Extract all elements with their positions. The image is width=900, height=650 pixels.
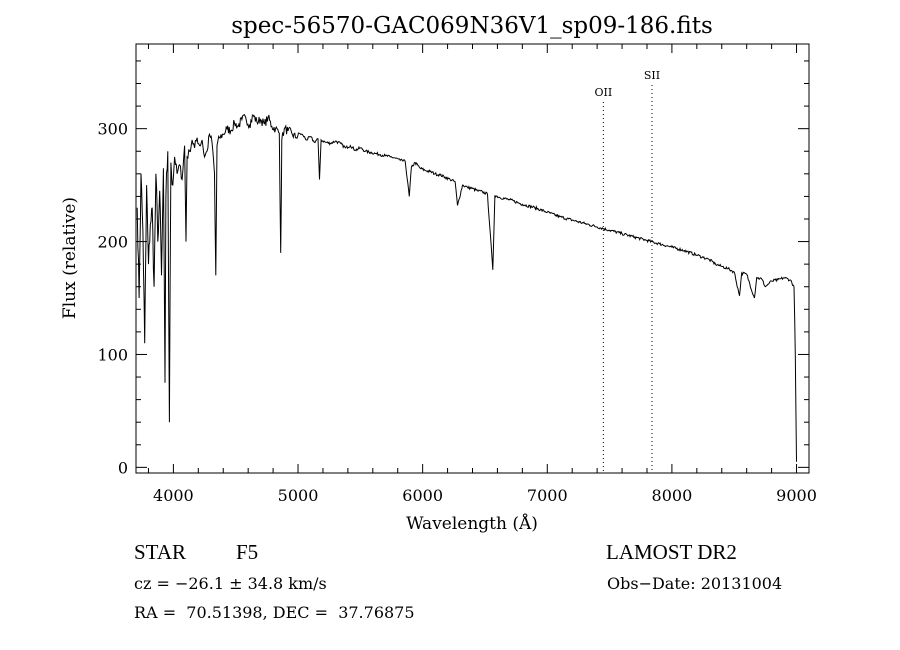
y-tick-label: 300: [97, 120, 128, 139]
object-class: STAR: [134, 540, 186, 564]
y-tick-label: 100: [97, 345, 128, 364]
x-tick-label: 7000: [527, 486, 568, 505]
y-tick-label: 200: [97, 233, 128, 252]
x-tick-label: 5000: [278, 486, 319, 505]
spectral-subclass: F5: [236, 540, 259, 564]
y-axis: 0 100 200 300: [97, 60, 809, 477]
x-axis: 4000 5000 6000 7000 8000 9000: [147, 44, 817, 505]
marker-label: SII: [644, 69, 660, 82]
y-tick-label: 0: [118, 458, 128, 477]
chart-title: spec-56570-GAC069N36V1_sp09-186.fits: [231, 13, 713, 39]
x-tick-label: 6000: [402, 486, 443, 505]
x-axis-label: Wavelength (Å): [406, 513, 538, 534]
coordinates-line: RA = 70.51398, DEC = 37.76875: [134, 603, 415, 622]
marker-label: OII: [595, 86, 613, 99]
spectrum-line: [136, 113, 797, 462]
x-tick-label: 8000: [652, 486, 693, 505]
survey-name: LAMOST DR2: [606, 540, 737, 564]
emission-line-markers: OII SII: [595, 69, 660, 473]
obs-date-line: Obs−Date: 20131004: [607, 574, 783, 593]
x-tick-label: 4000: [153, 486, 194, 505]
x-tick-label: 9000: [776, 486, 817, 505]
y-axis-label: Flux (relative): [60, 197, 80, 319]
redshift-line: cz = −26.1 ± 34.8 km/s: [134, 574, 327, 593]
